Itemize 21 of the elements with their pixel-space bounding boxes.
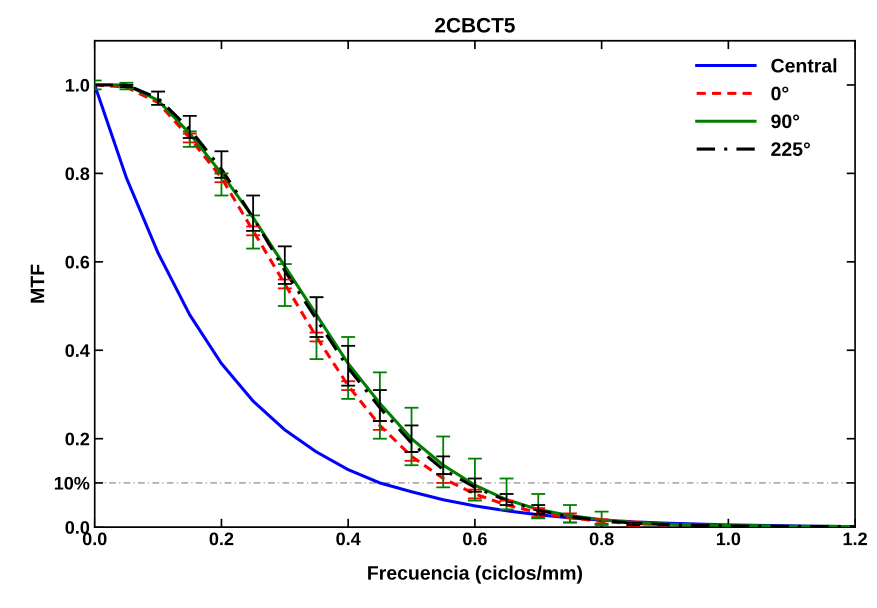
chart-title: 2CBCT5 [435, 18, 515, 33]
x-tick-label: 1.2 [844, 532, 867, 546]
y-tick-label: 0.2 [65, 432, 90, 446]
legend-label: 90° [771, 114, 800, 128]
legend-label: 225° [771, 142, 810, 156]
x-axis-title: Frecuencia (ciclos/mm) [368, 565, 582, 584]
legend-label: 0° [771, 86, 788, 100]
x-tick-label: 0.4 [336, 532, 361, 546]
y-tick-label: 0.8 [65, 167, 90, 180]
y-tick-label: 0.4 [65, 344, 90, 357]
legend-label: Central [771, 58, 836, 73]
y-axis-title: MTF [30, 264, 44, 303]
x-tick-label: 1.0 [716, 532, 740, 546]
y-tick-label: 0.6 [65, 256, 90, 269]
x-tick-label: 0.6 [463, 532, 487, 546]
x-tick-label: 0.8 [590, 532, 614, 546]
y-tick-label: 0.0 [65, 521, 90, 534]
y-tick-label: 10% [54, 476, 90, 490]
y-tick-label: 1.0 [66, 78, 90, 92]
x-tick-label: 0.0 [82, 532, 107, 546]
x-tick-label: 0.2 [210, 532, 234, 546]
